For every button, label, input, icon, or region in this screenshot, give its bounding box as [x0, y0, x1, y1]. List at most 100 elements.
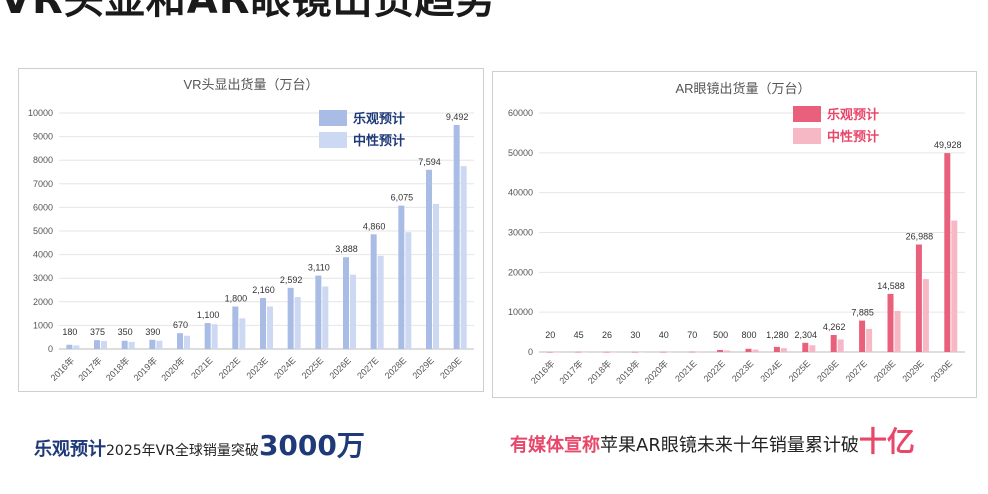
vr-caption-figure: 3000万 — [258, 429, 365, 462]
bar-neutral — [866, 328, 873, 352]
bar-neutral — [156, 340, 163, 349]
bar-neutral — [724, 350, 731, 352]
bar-neutral — [695, 351, 702, 353]
x-tick-label: 2029E — [900, 358, 925, 383]
y-tick-label: 40000 — [508, 188, 533, 198]
x-tick-label: 2025E — [300, 355, 325, 380]
x-tick-label: 2026E — [327, 355, 352, 380]
bar-neutral — [211, 324, 218, 349]
bar-optimistic — [287, 287, 294, 349]
bar-neutral — [752, 349, 759, 352]
bar-optimistic — [66, 344, 73, 349]
x-tick-label: 2027E — [844, 358, 869, 383]
x-tick-label: 2028E — [383, 355, 408, 380]
legend-label: 乐观预计 — [827, 107, 879, 122]
x-tick-label: 2022E — [217, 355, 242, 380]
data-label: 20 — [545, 330, 555, 340]
x-tick-label: 2030E — [929, 358, 954, 383]
x-tick-label: 2023E — [244, 355, 269, 380]
bar-optimistic — [802, 342, 809, 352]
x-tick-label: 2018年 — [103, 355, 131, 383]
ar-chart-panel: AR眼镜出货量（万台） 0 10000 20000 30000 40000 50000 600… — [492, 71, 977, 398]
bar-optimistic — [94, 340, 100, 349]
bar-neutral — [638, 351, 645, 353]
bar-optimistic — [915, 244, 922, 352]
data-label: 350 — [118, 327, 133, 337]
data-label: 70 — [687, 330, 697, 340]
bar-optimistic — [546, 351, 553, 353]
vr-caption-text: 2025年VR全球销量突破 — [106, 443, 259, 459]
y-tick-label: 10000 — [508, 307, 533, 317]
bar-optimistic — [426, 169, 432, 349]
x-tick-label: 2019年 — [131, 355, 159, 383]
bar-neutral — [809, 345, 816, 352]
bar-optimistic — [121, 340, 128, 349]
y-tick-label: 7000 — [33, 179, 53, 189]
page-title: VR头显和AR眼镜出货趋势 — [0, 0, 497, 23]
data-label: 30 — [630, 330, 640, 340]
data-label: 670 — [173, 320, 188, 330]
data-label: 49,928 — [934, 140, 962, 150]
bar-neutral — [294, 297, 301, 349]
x-tick-label: 2017年 — [557, 358, 585, 386]
legend-label: 中性预计 — [827, 129, 879, 144]
x-tick-label: 2030E — [438, 355, 463, 380]
x-tick-label: 2024E — [272, 355, 297, 380]
bar-optimistic — [859, 320, 866, 352]
bar-neutral — [73, 345, 80, 349]
x-tick-label: 2024E — [758, 358, 783, 383]
data-label: 3,110 — [308, 263, 330, 273]
data-label: 180 — [62, 327, 77, 337]
bar-optimistic — [887, 293, 894, 352]
bar-optimistic — [717, 350, 724, 352]
ar-shipments-chart: AR眼镜出货量（万台） 0 10000 20000 30000 40000 50000 600… — [508, 81, 965, 386]
x-tick-label: 2027E — [355, 355, 380, 380]
bar-neutral — [101, 340, 107, 349]
x-tick-label: 2022E — [702, 358, 727, 383]
bar-neutral — [267, 306, 273, 349]
data-label: 4,860 — [363, 221, 386, 231]
data-label: 45 — [574, 330, 584, 340]
vr-caption: 乐观预计2025年VR全球销量突破3000万 — [34, 424, 365, 464]
legend-label: 乐观预计 — [353, 111, 405, 126]
x-tick-label: 2020年 — [159, 355, 187, 383]
data-label: 26 — [602, 330, 612, 340]
bar-neutral — [460, 166, 467, 349]
bar-optimistic — [773, 346, 780, 352]
data-label: 2,592 — [280, 275, 303, 285]
bar-optimistic — [453, 124, 460, 349]
bar-neutral — [667, 351, 674, 353]
bar-neutral — [780, 348, 787, 352]
bar-optimistic — [575, 351, 582, 353]
data-label: 26,988 — [906, 231, 934, 241]
data-label: 40 — [659, 330, 669, 340]
y-tick-label: 3000 — [33, 273, 53, 283]
bar-neutral — [322, 286, 329, 349]
bar-optimistic — [944, 153, 951, 352]
bar-neutral — [350, 274, 356, 349]
data-label: 4,262 — [823, 322, 846, 332]
bar-neutral — [239, 318, 246, 349]
y-tick-label: 9000 — [33, 132, 53, 142]
data-label: 390 — [145, 327, 160, 337]
vr-chart-panel: VR头显出货量（万台） 0 1000 2000 3000 4000 5000 6000 7000… — [18, 68, 484, 392]
bar-neutral — [405, 232, 412, 349]
y-tick-label: 5000 — [33, 226, 53, 236]
y-tick-label: 60000 — [508, 108, 533, 118]
vr-shipments-chart: VR头显出货量（万台） 0 1000 2000 3000 4000 5000 6000 7000… — [28, 77, 474, 383]
y-tick-label: 50000 — [508, 148, 533, 158]
chart-title: VR头显出货量（万台） — [183, 77, 318, 92]
legend-swatch — [319, 110, 347, 126]
legend-swatch — [319, 132, 347, 148]
y-tick-label: 1000 — [33, 320, 53, 330]
ar-caption: 有媒体宣称苹果AR眼镜未来十年销量累计破十亿 — [510, 420, 915, 460]
bar-neutral — [894, 310, 901, 352]
bar-neutral — [837, 339, 844, 352]
data-label: 2,304 — [795, 330, 818, 340]
data-label: 1,100 — [197, 310, 220, 320]
x-tick-label: 2023E — [730, 358, 755, 383]
x-tick-label: 2026E — [815, 358, 840, 383]
ar-caption-highlight: 有媒体宣称 — [510, 435, 600, 456]
bar-neutral — [553, 351, 560, 353]
data-label: 7,594 — [418, 157, 441, 167]
